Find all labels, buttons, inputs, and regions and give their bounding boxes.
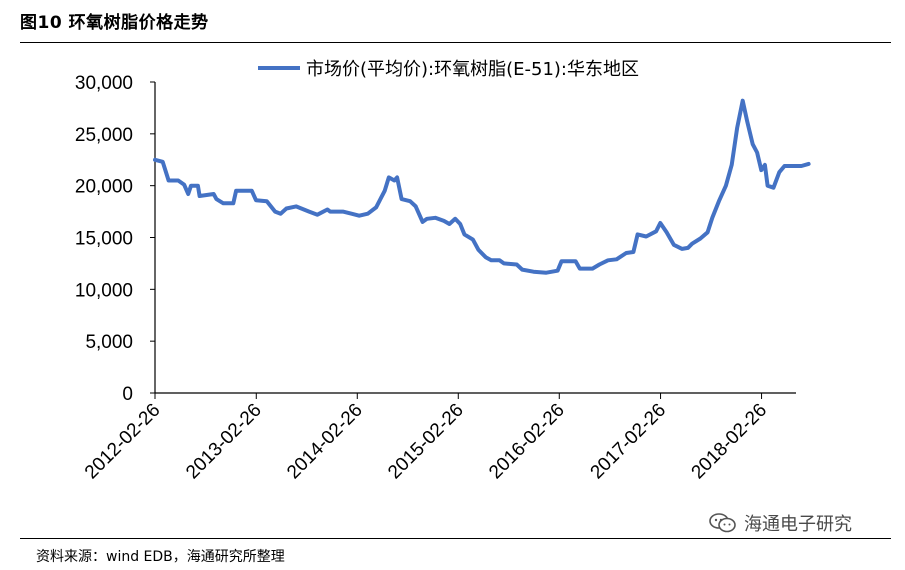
x-tick-label: 2017-02-26	[587, 400, 671, 484]
source-rule	[20, 538, 891, 539]
y-tick-label: 25,000	[75, 125, 133, 146]
x-tick-label: 2015-02-26	[384, 400, 468, 484]
watermark: 海通电子研究	[708, 510, 852, 536]
x-tick-label: 2014-02-26	[283, 400, 367, 484]
title-rule	[20, 42, 891, 43]
y-tick-label: 0	[122, 384, 133, 405]
line-chart: 市场价(平均价):环氧树脂(E-51):华东地区 0 5,000 10,000 15,…	[75, 59, 811, 483]
source-note: 资料来源：wind EDB，海通研究所整理	[36, 549, 285, 565]
x-tick-label: 2016-02-26	[485, 400, 569, 484]
x-axis-ticks: 2012-02-26 2013-02-26 2014-02-26 2015-02-26…	[81, 393, 771, 483]
y-tick-label: 20,000	[75, 177, 133, 198]
y-tick-label: 10,000	[75, 280, 133, 301]
watermark-text: 海通电子研究	[744, 514, 852, 535]
legend-label: 市场价(平均价):环氧树脂(E-51):华东地区	[306, 59, 639, 80]
legend: 市场价(平均价):环氧树脂(E-51):华东地区	[258, 59, 639, 80]
wechat-icon	[709, 513, 736, 533]
series-line	[153, 98, 811, 275]
x-tick-label: 2013-02-26	[182, 400, 266, 484]
x-tick-label: 2018-02-26	[688, 400, 772, 484]
y-tick-label: 30,000	[75, 73, 133, 94]
y-tick-label: 15,000	[75, 229, 133, 250]
y-axis-ticks: 0 5,000 10,000 15,000 20,000 25,000 30,000	[75, 73, 155, 405]
y-tick-label: 5,000	[85, 332, 133, 353]
x-tick-label: 2012-02-26	[81, 400, 165, 484]
figure-title: 图10 环氧树脂价格走势	[20, 13, 209, 33]
